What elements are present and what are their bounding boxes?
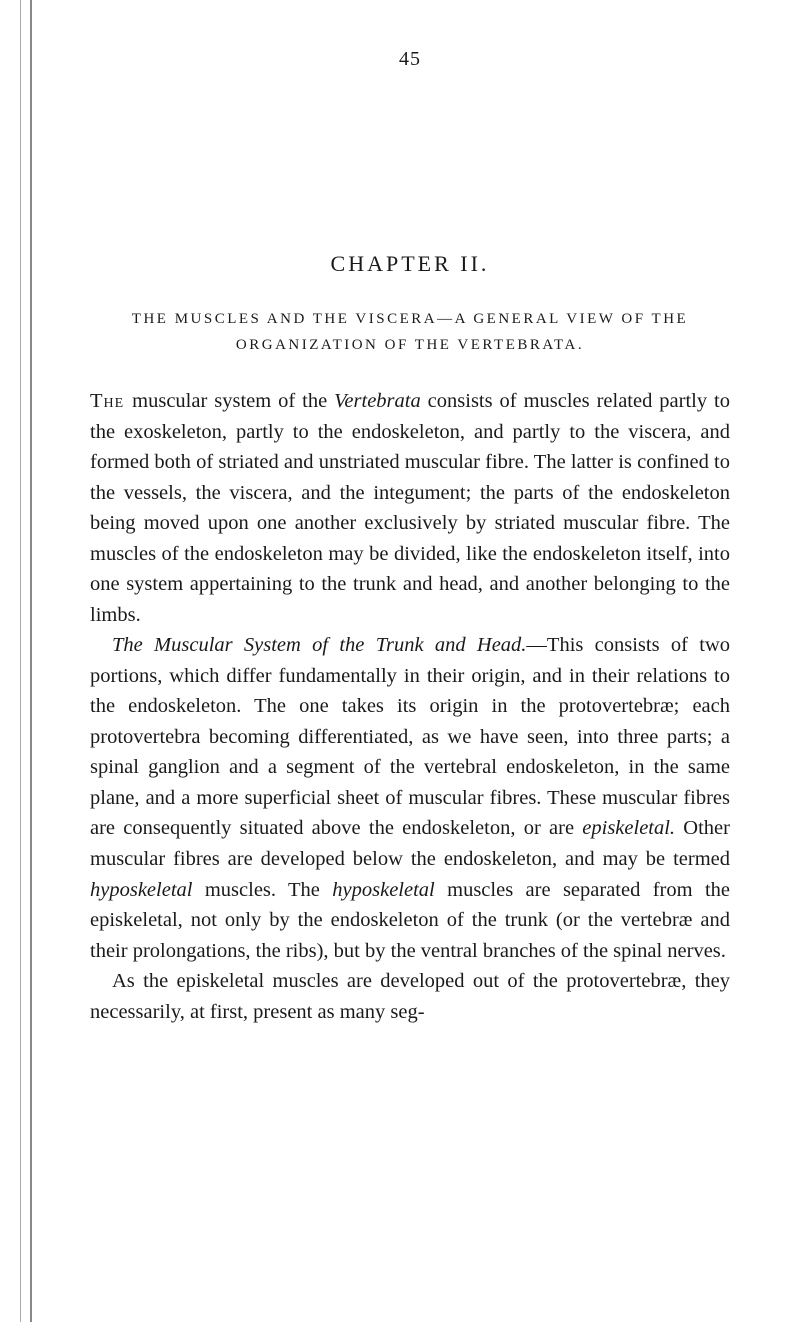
chapter-title: CHAPTER II.: [90, 251, 730, 277]
page-number: 45: [90, 48, 730, 71]
margin-line-outer: [20, 0, 21, 1322]
text-span: muscles. The: [192, 879, 332, 901]
paragraph-3: As the episkeletal muscles are developed…: [90, 966, 730, 1027]
italic-text: hyposkeletal: [332, 879, 434, 901]
text-span: —This con­sists of two portions, which d…: [90, 634, 730, 839]
text-span: muscular system of the: [132, 390, 334, 412]
text-span: consists of muscles related partly to th…: [90, 390, 730, 626]
page-content: 45 CHAPTER II. THE MUSCLES AND THE VISCE…: [0, 0, 800, 1077]
paragraph-1: The muscular system of the Vertebrata co…: [90, 386, 730, 630]
italic-text: Vertebrata: [334, 390, 421, 412]
italic-text: The Muscular System of the Trunk and Hea…: [112, 634, 526, 656]
italic-text: episkeletal.: [582, 817, 675, 839]
chapter-subtitle: THE MUSCLES AND THE VISCERA—A GENERAL VI…: [90, 307, 730, 358]
first-word: The: [90, 390, 132, 412]
paragraph-2: The Muscular System of the Trunk and Hea…: [90, 630, 730, 966]
margin-line-inner: [30, 0, 32, 1322]
body-text: The muscular system of the Vertebrata co…: [90, 386, 730, 1027]
italic-text: hyposkeletal: [90, 879, 192, 901]
